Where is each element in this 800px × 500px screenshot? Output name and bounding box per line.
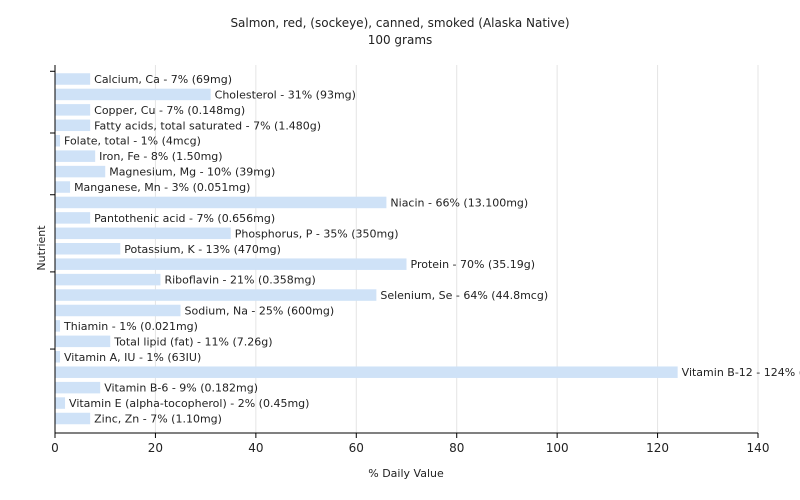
bar	[55, 196, 387, 209]
bar	[55, 165, 106, 178]
bar	[55, 412, 91, 425]
x-tick-label: 120	[646, 441, 669, 455]
x-tick-label: 60	[349, 441, 364, 455]
bar-label: Protein - 70% (35.19g)	[411, 258, 536, 271]
bar-label: Total lipid (fat) - 11% (7.26g)	[113, 335, 272, 348]
x-axis-label: % Daily Value	[368, 467, 444, 480]
bar	[55, 258, 407, 270]
y-axis-label: Nutrient	[35, 225, 48, 271]
x-tick-label: 20	[148, 441, 163, 455]
bar	[55, 335, 111, 348]
bar	[55, 381, 101, 394]
x-tick-label: 0	[51, 441, 59, 455]
bar	[55, 134, 61, 147]
bar-label: Vitamin A, IU - 1% (63IU)	[64, 351, 201, 364]
bar-label: Folate, total - 1% (4mcg)	[64, 135, 201, 148]
bar-label: Iron, Fe - 8% (1.50mg)	[99, 150, 222, 163]
x-tick-label: 80	[449, 441, 464, 455]
gridlines	[154, 65, 759, 433]
bar	[55, 351, 61, 363]
bar	[55, 273, 161, 286]
bar-label: Selenium, Se - 64% (44.8mcg)	[380, 289, 548, 302]
bar-label: Sodium, Na - 25% (600mg)	[185, 304, 335, 317]
bar-label: Potassium, K - 13% (470mg)	[124, 243, 281, 256]
x-tick-label: 100	[546, 441, 569, 455]
bar-label: Niacin - 66% (13.100mg)	[390, 196, 528, 209]
bar	[55, 289, 377, 301]
bar	[55, 104, 91, 116]
bar-label: Calcium, Ca - 7% (69mg)	[94, 73, 232, 86]
bar	[55, 243, 121, 255]
bar-label: Phosphorus, P - 35% (350mg)	[235, 227, 399, 240]
bar-label: Cholesterol - 31% (93mg)	[215, 88, 356, 101]
bar	[55, 212, 91, 224]
bar	[55, 88, 211, 101]
bar	[55, 304, 181, 317]
chart-title: Salmon, red, (sockeye), canned, smoked (…	[230, 16, 569, 30]
bar	[55, 181, 71, 193]
bar	[55, 320, 61, 332]
bar	[55, 119, 91, 132]
bar-label: Vitamin E (alpha-tocopherol) - 2% (0.45m…	[69, 397, 309, 410]
bars-group: Calcium, Ca - 7% (69mg) Cholesterol - 31%…	[55, 73, 800, 426]
bar	[55, 397, 66, 409]
axes-group: 0 20 40 60 80 100 120 140	[50, 65, 769, 455]
bar	[55, 150, 96, 162]
bar	[55, 227, 231, 240]
bar-label: Copper, Cu - 7% (0.148mg)	[94, 104, 245, 117]
bar-label: Pantothenic acid - 7% (0.656mg)	[94, 212, 275, 225]
bar-label: Vitamin B-12 - 124% (7.43mcg)	[682, 366, 800, 379]
chart-subtitle: 100 grams	[368, 33, 433, 47]
bar-label: Vitamin B-6 - 9% (0.182mg)	[104, 382, 258, 395]
bar-label: Thiamin - 1% (0.021mg)	[63, 320, 198, 333]
bar-label: Magnesium, Mg - 10% (39mg)	[109, 166, 275, 179]
bar-label: Riboflavin - 21% (0.358mg)	[164, 274, 315, 287]
bar-label: Manganese, Mn - 3% (0.051mg)	[74, 181, 250, 194]
bar	[55, 73, 91, 85]
bar-label: Zinc, Zn - 7% (1.10mg)	[94, 413, 222, 426]
bar	[55, 366, 678, 378]
x-tick-label: 140	[747, 441, 770, 455]
x-tick-label: 40	[248, 441, 263, 455]
bar-label: Fatty acids, total saturated - 7% (1.480…	[94, 119, 321, 132]
